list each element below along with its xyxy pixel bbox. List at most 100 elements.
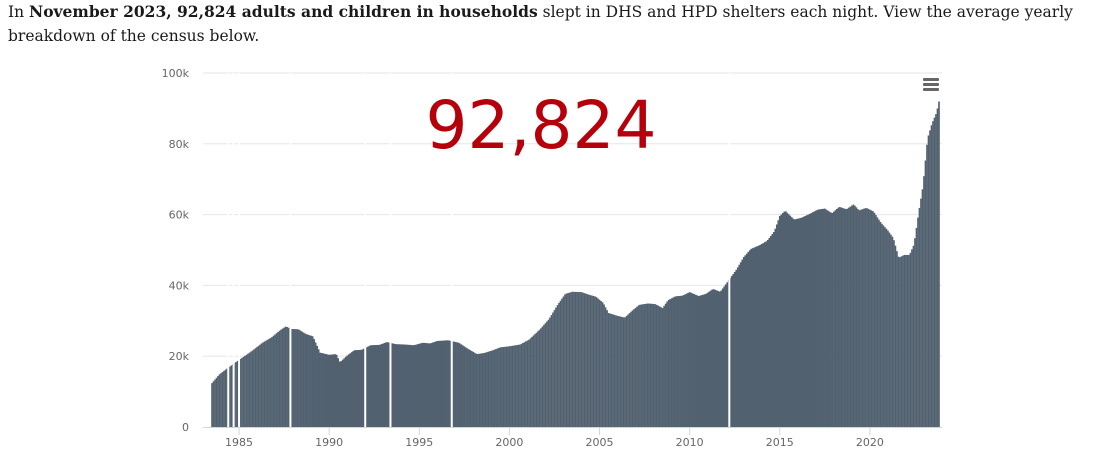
bar [552, 312, 554, 427]
bar [751, 248, 754, 427]
bar [362, 348, 365, 427]
bar [921, 189, 924, 427]
x-tick-label: 2000 [495, 436, 523, 449]
bar [221, 372, 224, 427]
bar [724, 284, 727, 427]
bar [914, 238, 916, 427]
bar [522, 343, 524, 427]
bar [855, 207, 858, 427]
bar [314, 342, 317, 427]
bar [472, 351, 475, 427]
bar [316, 345, 318, 427]
bar [876, 217, 879, 427]
bar [419, 343, 422, 427]
bar [714, 289, 717, 427]
bar [251, 350, 254, 427]
bar [870, 210, 873, 427]
hamburger-icon-line-1 [923, 78, 939, 81]
bar [277, 331, 279, 427]
bar [793, 219, 796, 427]
bar [380, 344, 383, 427]
bar [688, 292, 691, 427]
bar [711, 289, 714, 427]
bar [431, 342, 434, 427]
bar [899, 257, 901, 427]
bar [582, 292, 584, 427]
bar [328, 354, 330, 427]
bar [480, 353, 482, 427]
bar [211, 383, 213, 427]
bar [398, 344, 401, 427]
bar [528, 339, 530, 427]
bar [693, 294, 695, 427]
bar [241, 357, 243, 427]
bar [658, 306, 661, 427]
bar [771, 234, 774, 427]
bar [772, 232, 775, 427]
bar [535, 332, 538, 427]
bar [453, 341, 455, 427]
bar [495, 349, 497, 427]
bar [634, 307, 637, 427]
bar [787, 214, 790, 427]
bar [392, 343, 395, 427]
bar [667, 299, 670, 427]
bar [765, 241, 768, 427]
intro-paragraph: In November 2023, 92,824 adults and chil… [8, 0, 1092, 48]
bar [640, 304, 643, 427]
bar [673, 296, 676, 427]
bar [687, 292, 689, 427]
bar [508, 346, 511, 427]
bar [555, 307, 557, 427]
bar [854, 205, 856, 427]
y-tick-label: 0 [182, 421, 189, 434]
bar [842, 208, 844, 427]
bar [661, 308, 664, 427]
x-tick-label: 2010 [676, 436, 704, 449]
bar [307, 334, 309, 427]
bar [690, 292, 692, 427]
bar [326, 354, 329, 427]
bar [553, 310, 556, 427]
bar [679, 295, 682, 427]
bar [807, 214, 810, 427]
bar [763, 242, 766, 427]
bar [556, 305, 559, 427]
bar [281, 328, 284, 427]
bar [388, 342, 391, 427]
bar [484, 352, 487, 427]
bar [768, 238, 771, 427]
bar [845, 209, 847, 427]
bar-gap [238, 73, 241, 427]
bar [923, 176, 925, 427]
bar [507, 346, 509, 427]
bar [906, 254, 909, 427]
bar [606, 310, 608, 427]
bar [911, 249, 913, 427]
bar [717, 290, 720, 427]
bar [248, 352, 251, 427]
bar [738, 264, 741, 427]
bar [676, 296, 679, 427]
bar [663, 305, 665, 427]
bar [454, 341, 457, 427]
bar [833, 211, 835, 427]
bar [613, 314, 616, 427]
bar [878, 219, 880, 427]
bar [397, 344, 400, 427]
bar [272, 335, 275, 427]
chart-menu-button[interactable] [919, 74, 943, 96]
bar [409, 344, 412, 427]
bar [463, 346, 466, 427]
bar [532, 335, 535, 427]
bar [361, 349, 364, 427]
bar [908, 254, 910, 427]
bar [694, 294, 697, 427]
bar [884, 227, 886, 427]
bar [355, 350, 358, 427]
bar [486, 352, 488, 427]
bar [401, 344, 404, 427]
bar [445, 340, 448, 427]
bar [700, 295, 703, 427]
bar [781, 213, 784, 427]
